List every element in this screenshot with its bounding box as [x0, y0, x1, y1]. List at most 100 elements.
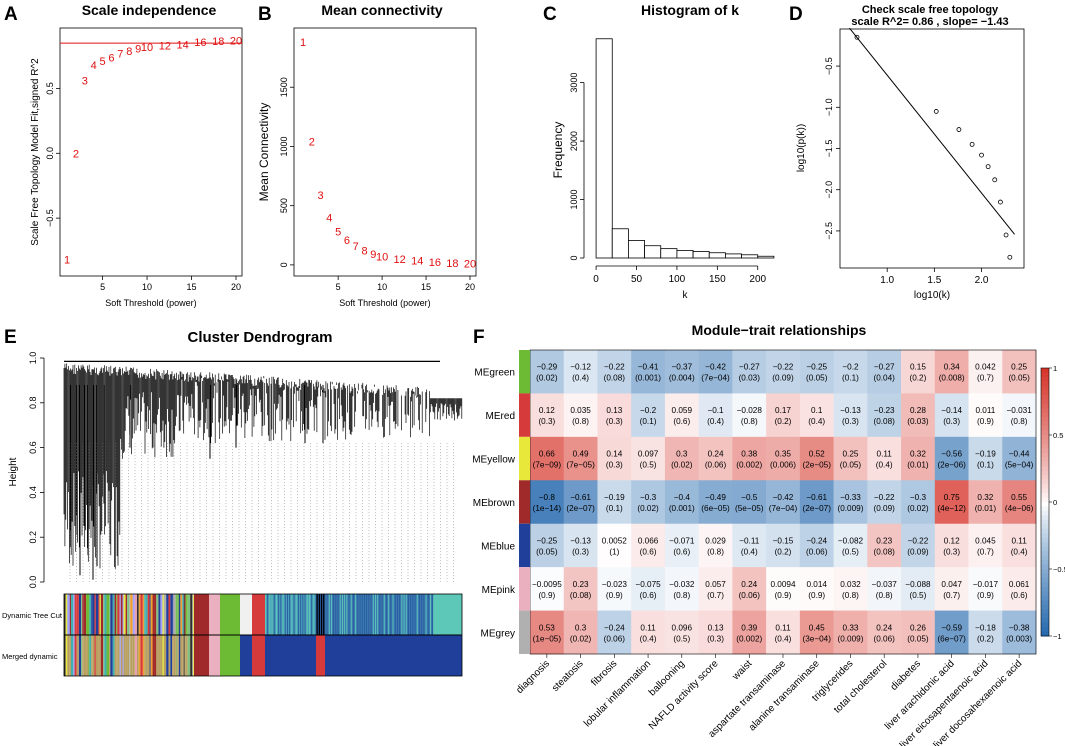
- merged-module-stripe: [64, 635, 66, 676]
- heatmap-cell-value: −0.14: [941, 406, 962, 415]
- dynamic-module-texture: [324, 594, 326, 635]
- dynamic-module-texture: [412, 594, 414, 635]
- heatmap-cell: [799, 393, 834, 438]
- heatmap-cell: [867, 523, 902, 568]
- dynamic-module-texture: [302, 594, 304, 635]
- heatmap-cell-pvalue: (7e−04): [701, 374, 730, 383]
- heatmap-cell-pvalue: (3e−04): [803, 634, 832, 643]
- heatmap-cell-value: −0.4: [674, 493, 691, 502]
- trait-column-label: diagnosis: [514, 658, 552, 696]
- merged-module-stripe: [70, 635, 74, 676]
- dynamic-module-stripe: [130, 594, 133, 635]
- heatmap-cell: [563, 350, 598, 394]
- heatmap-cell: [631, 436, 666, 481]
- merged-module-block: [220, 635, 240, 676]
- module-row-label: MEpink: [482, 585, 516, 596]
- panel-c-ytick-label: 3000: [569, 73, 579, 93]
- merged-module-stripe: [89, 635, 92, 676]
- heatmap-cell: [867, 480, 902, 525]
- merged-module-stripe: [130, 635, 133, 676]
- panel-d-fit-line: [849, 27, 1015, 235]
- heatmap-cell-pvalue: (0.7): [707, 591, 724, 600]
- panel-a-xtick-label: 10: [142, 282, 152, 292]
- heatmap-cell: [934, 480, 969, 525]
- panel-e-ytick-label: 0.4: [28, 486, 38, 499]
- heatmap-cell: [833, 567, 868, 611]
- heatmap-cell-value: −0.27: [739, 363, 760, 372]
- dynamic-module-texture: [403, 594, 405, 635]
- heatmap-cell: [766, 436, 801, 481]
- dynamic-module-texture: [392, 594, 394, 635]
- heatmap-cell: [766, 350, 801, 394]
- panel-b-point-4: 4: [326, 213, 332, 225]
- panel-b-point-9: 9: [370, 249, 376, 261]
- heatmap-cell-value: −0.24: [604, 623, 625, 632]
- dynamic-module-stripe: [88, 594, 90, 635]
- trait-column-label: fibrosis: [589, 658, 619, 688]
- heatmap-cell-value: 0.75: [944, 493, 960, 502]
- dynamic-module-stripe: [125, 594, 128, 635]
- heatmap-cell-pvalue: (5e−05): [735, 504, 764, 513]
- panel-b-point-5: 5: [335, 227, 341, 239]
- panel-d-frame: [839, 28, 1025, 269]
- dynamic-module-texture: [366, 594, 368, 635]
- dynamic-module-stripe: [170, 594, 173, 635]
- heatmap-cell-pvalue: (0.03): [907, 417, 929, 426]
- panel-e-row-label-merged: Merged dynamic: [2, 652, 58, 661]
- heatmap-cell-value: 0.34: [944, 363, 960, 372]
- heatmap-cell: [631, 523, 666, 568]
- panel-b-point-1: 1: [300, 37, 306, 49]
- dynamic-module-texture: [322, 594, 324, 635]
- heatmap-cell-value: −0.023: [602, 580, 628, 589]
- dynamic-module-stripe: [69, 594, 71, 635]
- heatmap-cell-value: −0.24: [806, 536, 827, 545]
- panel-d-point: [998, 199, 1003, 205]
- panel-c-bar: [725, 253, 742, 259]
- heatmap-cell-value: −0.12: [570, 363, 591, 372]
- dynamic-module-stripe: [70, 594, 74, 635]
- dynamic-module-texture: [280, 594, 282, 635]
- heatmap-cell: [664, 480, 699, 525]
- merged-module-stripe: [82, 635, 84, 676]
- panel-f-module-trait-heatmap: Module−trait relationships −0.29 (0.02) −0…: [472, 322, 1065, 746]
- dynamic-module-stripe: [145, 594, 148, 635]
- panel-e-ytick-label: 1.0: [28, 352, 38, 365]
- merged-module-stripe: [178, 635, 181, 676]
- panel-e-ylabel: Height: [8, 457, 19, 486]
- merged-module-stripe: [100, 635, 104, 676]
- heatmap-cell: [597, 523, 632, 568]
- heatmap-cell-pvalue: (0.09): [772, 374, 794, 383]
- heatmap-cell-value: −0.23: [874, 406, 895, 415]
- merged-module-stripe: [125, 635, 128, 676]
- panel-c-bar: [708, 252, 726, 259]
- merged-module-stripe: [78, 635, 82, 676]
- panel-b-ytick-label: 500: [279, 198, 289, 213]
- dynamic-module-texture: [282, 594, 284, 635]
- heatmap-cell-pvalue: (0.01): [975, 504, 997, 513]
- heatmap-cell-pvalue: (7e−09): [533, 461, 562, 470]
- dynamic-module-stripe: [123, 594, 126, 635]
- dynamic-module-stripe: [163, 594, 167, 635]
- heatmap-cell-pvalue: (0.6): [640, 591, 657, 600]
- dynamic-module-texture: [276, 594, 277, 635]
- module-row-label: MEyellow: [472, 455, 516, 466]
- panel-c-xtick-label: 50: [631, 274, 643, 285]
- heatmap-cell-pvalue: (0.5): [910, 591, 927, 600]
- legend-gradient-step: [1041, 577, 1049, 583]
- heatmap-cell-value: 0.047: [941, 580, 962, 589]
- dynamic-module-stripe: [177, 594, 179, 635]
- heatmap-cell-value: 0.14: [606, 450, 622, 459]
- dynamic-module-stripe: [76, 594, 79, 635]
- legend-gradient-step: [1041, 408, 1049, 414]
- panel-d-point: [979, 152, 984, 158]
- panel-f-color-legend: 1 0.5 0 −0.5 −1: [1040, 364, 1065, 641]
- heatmap-cell-value: 0.52: [809, 450, 825, 459]
- dynamic-module-stripe: [117, 594, 120, 635]
- legend-gradient-step: [1041, 595, 1049, 601]
- merged-module-stripe: [172, 635, 174, 676]
- dynamic-module-stripe: [95, 594, 99, 635]
- panel-a-point-6: 6: [108, 52, 114, 64]
- panel-c-bar: [644, 245, 662, 259]
- heatmap-cell-value: −0.2: [640, 406, 657, 415]
- heatmap-cell-pvalue: (0.7): [977, 374, 994, 383]
